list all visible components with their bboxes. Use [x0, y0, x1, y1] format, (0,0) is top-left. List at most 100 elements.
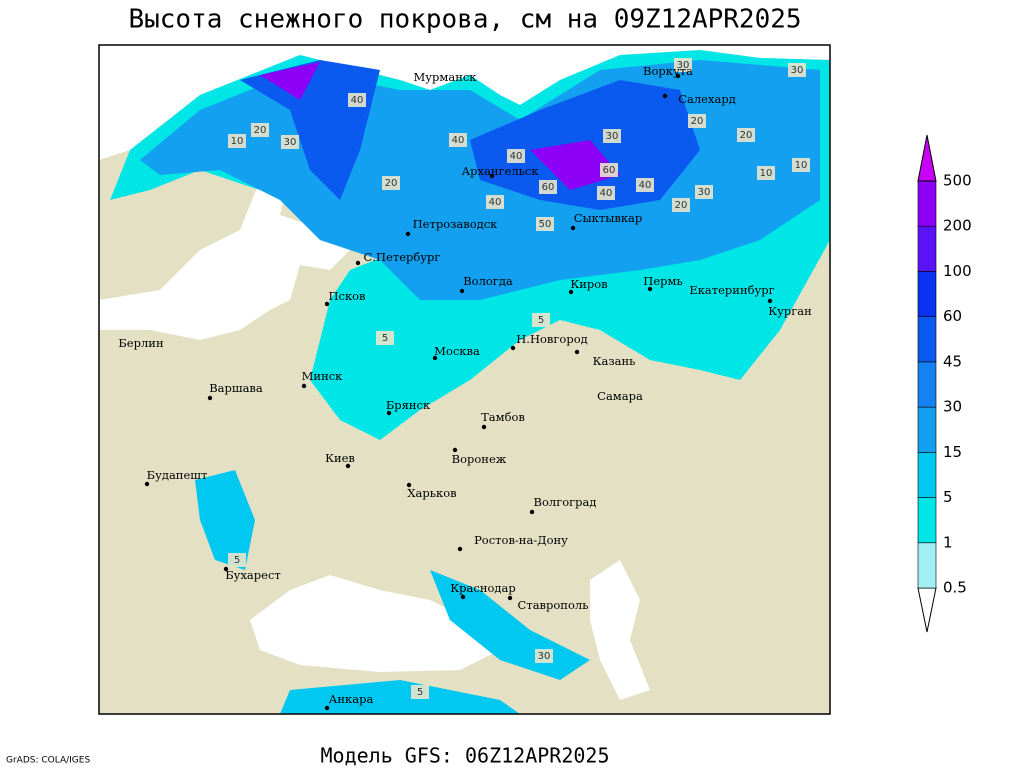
legend-label: 100: [943, 262, 972, 280]
contour-label: 20: [675, 200, 688, 211]
contour-label: 30: [791, 65, 804, 76]
legend-band: [917, 225, 937, 272]
contour-label: 10: [231, 136, 244, 147]
contour-label: 5: [234, 555, 240, 566]
contour-label-box: [600, 163, 618, 177]
credit: GrADS: COLA/IGES: [6, 756, 90, 766]
contour-label: 40: [452, 135, 465, 146]
legend-band: [917, 406, 937, 453]
cities: Мурманск Воркута Салехард Архангельск Петроз…: [118, 64, 812, 711]
contour-label: 40: [639, 180, 652, 191]
contour-label-box: [411, 685, 429, 699]
contour-label-box: [376, 331, 394, 345]
city-dot: [223, 566, 229, 572]
contour-label-box: [535, 649, 553, 663]
city-label: Псков: [328, 289, 365, 303]
city-dot: [207, 395, 213, 401]
city-label: Н.Новгород: [516, 332, 587, 346]
contour-label: 5: [417, 687, 423, 698]
city-dot: [647, 286, 653, 292]
city-dot: [568, 289, 574, 295]
legend-label: 45: [943, 352, 962, 370]
city-dot: [510, 345, 516, 351]
contour-label-box: [228, 553, 246, 567]
footer: Модель GFS: 06Z12APR2025: [321, 744, 610, 768]
contour-label: 20: [254, 125, 267, 136]
legend-band: [917, 497, 937, 544]
city-dot: [507, 595, 513, 601]
city-label: Вологда: [463, 274, 513, 288]
city-dot: [662, 93, 668, 99]
contour-label: 60: [542, 182, 555, 193]
city-dot: [489, 173, 495, 179]
contour-label: 30: [698, 187, 711, 198]
snow-200: [260, 62, 620, 190]
contour-label-box: [507, 149, 525, 163]
contour-label-box: [674, 58, 692, 72]
city-label: Берлин: [118, 336, 164, 350]
contour-label: 20: [740, 130, 753, 141]
contour-label: 5: [382, 333, 388, 344]
contour-label-box: [636, 178, 654, 192]
contour-label-box: [539, 180, 557, 194]
city-label: Пермь: [643, 274, 682, 288]
black-sea: [250, 575, 500, 672]
contour-label-box: [348, 93, 366, 107]
baltic-sea: [99, 170, 350, 340]
city-dot: [324, 705, 330, 711]
city-dot: [345, 463, 351, 469]
city-label: Тамбов: [481, 410, 525, 424]
city-label: Минск: [302, 369, 344, 383]
title: Высота снежного покрова, см на 09Z12APR2…: [128, 5, 801, 35]
city-label: Москва: [434, 344, 480, 358]
city-dot: [301, 383, 307, 389]
city-label: Ставрополь: [518, 598, 589, 612]
contour-label-box: [597, 186, 615, 200]
city-dot: [432, 355, 438, 361]
city-label: Волгоград: [534, 495, 597, 509]
city-dot: [386, 410, 392, 416]
city-label: Курган: [768, 304, 812, 318]
city-label: Екатеринбург: [689, 283, 774, 297]
contour-label-box: [251, 123, 269, 137]
city-label: Петрозаводск: [413, 217, 499, 231]
contour-label: 5: [538, 315, 544, 326]
city-label: Брянск: [386, 398, 431, 412]
contour-label: 30: [677, 60, 690, 71]
city-label: Ростов-на-Дону: [474, 533, 568, 547]
city-label: Воронеж: [452, 452, 507, 466]
city-label: Киров: [570, 277, 607, 291]
contour-label: 50: [539, 219, 552, 230]
contour-label-box: [536, 217, 554, 231]
city-dot: [570, 225, 576, 231]
city-dot: [457, 546, 463, 552]
city-label: С.Петербург: [364, 250, 441, 264]
contour-label-box: [788, 63, 806, 77]
city-label: Бухарест: [225, 568, 281, 582]
city-dot: [144, 481, 150, 487]
city-dot: [355, 260, 361, 266]
contour-label-box: [672, 198, 690, 212]
legend-band: [917, 452, 937, 498]
contour-label-box: [281, 135, 299, 149]
contour-label: 20: [385, 178, 398, 189]
legend-top-triangle: [917, 134, 937, 182]
city-label: Варшава: [209, 381, 263, 395]
contour-labels: 30 30 40 20 30 10 40 40 30 20 20 10 60 40 40 30 20 10 20 60…: [228, 58, 810, 699]
legend-label: 60: [943, 307, 962, 325]
contour-label-box: [737, 128, 755, 142]
contour-label: 40: [510, 151, 523, 162]
contour-label: 10: [795, 160, 808, 171]
legend-label: 15: [943, 443, 962, 461]
city-dot: [460, 594, 466, 600]
legend-label: 500: [943, 172, 972, 190]
contour-label-box: [532, 313, 550, 327]
legend-label: 0.5: [943, 579, 967, 597]
legend-band: [917, 271, 937, 317]
city-dot: [324, 301, 330, 307]
contour-label: 30: [606, 131, 619, 142]
caspian-sea: [590, 560, 650, 700]
city-dot: [529, 509, 535, 515]
